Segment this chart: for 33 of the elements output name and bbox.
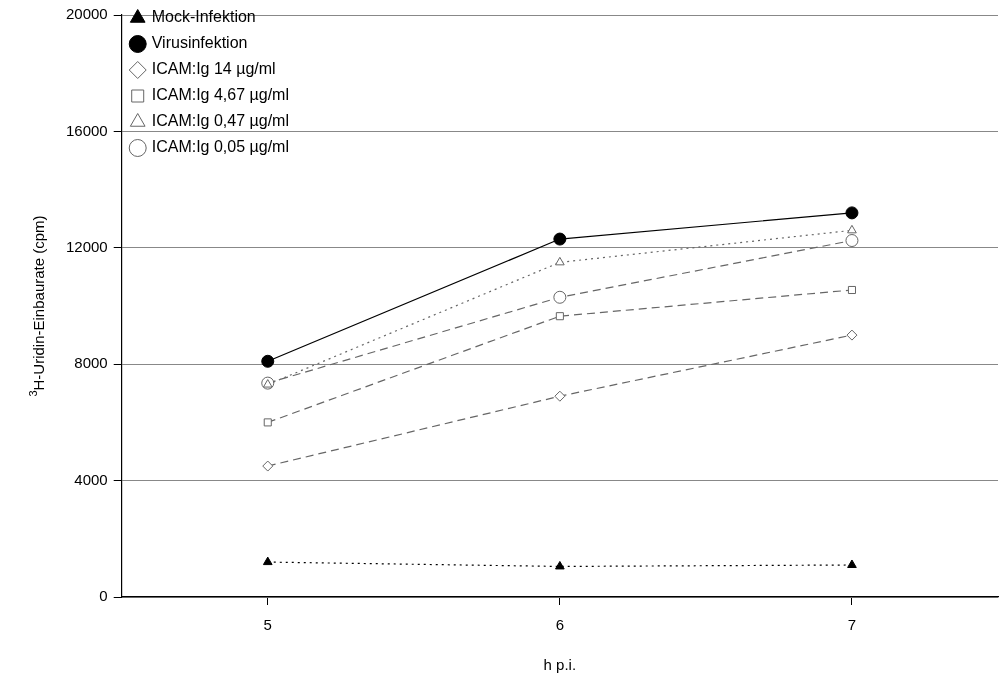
point (263, 418, 272, 427)
point (555, 256, 565, 266)
point (553, 290, 567, 304)
x-tick-label: 7 (847, 616, 857, 634)
point (261, 354, 275, 368)
point (262, 460, 274, 472)
legend-label: ICAM:Ig 0,47 µg/ml (151, 112, 289, 130)
point (553, 232, 567, 246)
x-tick-label: 5 (263, 616, 272, 634)
x-axis-title: h p.i. (543, 656, 577, 674)
legend-label: ICAM:Ig 0,05 µg/ml (151, 138, 289, 156)
y-tick-label: 16000 (65, 121, 108, 139)
y-tick-label: 12000 (65, 237, 108, 255)
point (847, 559, 857, 568)
point (845, 206, 859, 220)
point (262, 556, 273, 566)
point (847, 224, 857, 234)
legend-label: Virusinfektion (151, 34, 248, 52)
legend-label: ICAM:Ig 4,67 µg/ml (151, 86, 289, 104)
y-tick-label: 4000 (74, 470, 108, 488)
y-tick-label: 0 (99, 587, 108, 605)
point (846, 329, 858, 341)
y-tick-label: 8000 (74, 354, 108, 372)
point (845, 234, 859, 248)
point (555, 560, 565, 570)
x-tick-label: 6 (555, 616, 565, 634)
legend-label: Mock-Infektion (151, 8, 256, 26)
point (847, 285, 856, 295)
legend-label: ICAM:Ig 14 µg/ml (151, 60, 276, 78)
point (554, 390, 566, 402)
y-tick-label: 20000 (65, 5, 108, 23)
y-axis-title: 3H-Uridin-Einbaurate (cpm) (27, 215, 48, 397)
point (555, 312, 564, 321)
